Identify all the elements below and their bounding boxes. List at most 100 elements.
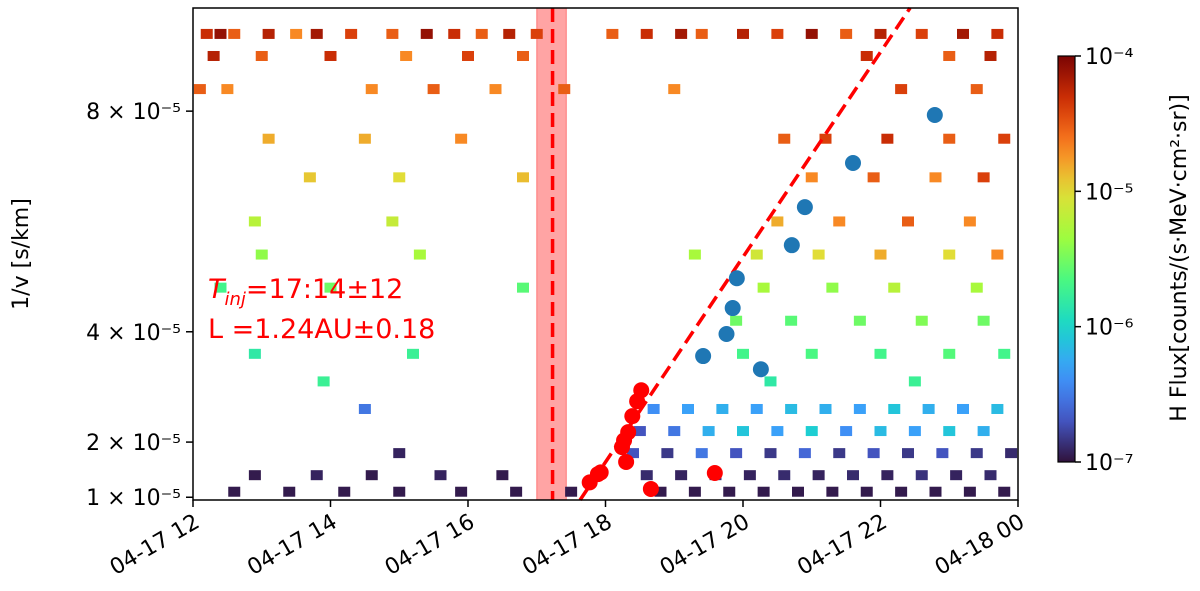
heatmap-cell <box>688 249 701 260</box>
heatmap-cell <box>565 486 578 497</box>
heatmap-cell <box>764 448 777 459</box>
y-tick-label: 8 × 10⁻⁵ <box>86 100 181 125</box>
heatmap-cell <box>702 426 715 437</box>
heatmap-cell <box>957 403 969 414</box>
colorbar-tick-label: 10⁻⁶ <box>1085 316 1134 341</box>
heatmap-cell <box>627 448 639 459</box>
annotation-injection-time: Tinj=17:14±12 <box>208 274 403 310</box>
heatmap-cell <box>517 172 529 183</box>
heatmap-cell <box>888 282 901 293</box>
heatmap-cell <box>853 315 866 326</box>
heatmap-cell <box>290 28 303 39</box>
annotation-time: =17:14±12 <box>246 274 403 305</box>
onset-points <box>642 480 659 497</box>
x-tick-label: 04-17 18 <box>518 510 616 581</box>
heatmap-cell <box>991 249 1004 260</box>
heatmap-cell <box>310 470 323 481</box>
heatmap-cell <box>812 470 825 481</box>
heatmap-cell <box>228 28 241 39</box>
heatmap-cell <box>345 28 358 39</box>
heatmap-cell <box>819 133 832 144</box>
heatmap-cell <box>737 28 749 39</box>
heatmap-cell <box>977 426 990 437</box>
annotation-distance: L =1.24AU±0.18 <box>208 314 435 345</box>
heatmap-cell <box>365 84 378 95</box>
heatmap-cell <box>984 470 997 481</box>
heatmap-cell <box>434 470 447 481</box>
heatmap-cell <box>695 448 708 459</box>
peak-points <box>752 361 769 378</box>
heatmap-cell <box>723 486 736 497</box>
heatmap-cell <box>819 403 832 414</box>
heatmap-cell <box>895 486 908 497</box>
heatmap-cell <box>606 28 619 39</box>
heatmap-cell <box>283 486 296 497</box>
heatmap-cell <box>826 486 839 497</box>
peak-points <box>926 107 943 124</box>
heatmap-cell <box>262 133 275 144</box>
heatmap-cell <box>1005 448 1018 459</box>
heatmap-cell <box>393 448 406 459</box>
heatmap-cell <box>915 315 928 326</box>
heatmap-cell <box>771 216 784 227</box>
heatmap-cell <box>730 448 743 459</box>
heatmap-cell <box>413 249 426 260</box>
heatmap-cell <box>963 486 976 497</box>
heatmap-cell <box>991 403 1004 414</box>
peak-points <box>783 237 800 254</box>
heatmap-cell <box>675 28 688 39</box>
heatmap-cell <box>455 133 468 144</box>
colorbar-tick-label: 10⁻⁵ <box>1085 180 1133 205</box>
heatmap-cell <box>427 84 440 95</box>
onset-points <box>618 453 635 470</box>
heatmap-cell <box>420 28 433 39</box>
heatmap-cell <box>640 28 653 39</box>
heatmap-cell <box>358 403 371 414</box>
heatmap-cell <box>929 172 942 183</box>
heatmap-cell <box>303 172 316 183</box>
heatmap-cell <box>764 376 777 387</box>
heatmap-cell <box>338 486 351 497</box>
heatmap-cell <box>688 486 701 497</box>
heatmap-cell <box>730 315 743 326</box>
heatmap-cell <box>228 486 241 497</box>
heatmap-cell <box>785 315 798 326</box>
colorbar-tick-label: 10⁻⁷ <box>1085 451 1133 476</box>
heatmap-cell <box>757 282 770 293</box>
heatmap-cell <box>386 28 399 39</box>
onset-points <box>633 382 650 399</box>
heatmap-cell <box>214 28 227 39</box>
heatmap-cell <box>358 133 371 144</box>
x-tick-label: 04-17 12 <box>106 510 204 581</box>
heatmap-cell <box>936 448 949 459</box>
heatmap-cell <box>248 348 261 359</box>
heatmap-cell <box>737 348 749 359</box>
heatmap-cell <box>503 28 516 39</box>
heatmap-cell <box>963 216 976 227</box>
heatmap-cell <box>833 216 846 227</box>
y-tick-label: 2 × 10⁻⁵ <box>86 431 181 456</box>
heatmap-cell <box>448 28 461 39</box>
heatmap-cell <box>874 348 887 359</box>
onset-points <box>706 464 723 481</box>
heatmap-cell <box>324 50 337 61</box>
heatmap-cell <box>908 376 921 387</box>
heatmap-cell <box>462 50 474 61</box>
heatmap-cell <box>853 403 866 414</box>
heatmap-cell <box>833 448 846 459</box>
peak-points <box>796 199 813 216</box>
heatmap-cell <box>475 28 488 39</box>
heatmap-cell <box>365 470 378 481</box>
heatmap-cell <box>695 28 708 39</box>
heatmap-cell <box>640 470 653 481</box>
peak-points <box>724 300 741 317</box>
heatmap-cell <box>805 348 818 359</box>
plot-area <box>193 7 1018 501</box>
x-tick-label: 04-18 00 <box>931 510 1029 581</box>
heatmap-cell <box>675 470 688 481</box>
heatmap-cell <box>400 50 413 61</box>
heatmap-cell <box>668 426 681 437</box>
heatmap-cell <box>805 426 818 437</box>
heatmap-cell <box>778 133 791 144</box>
heatmap-cell <box>943 348 956 359</box>
